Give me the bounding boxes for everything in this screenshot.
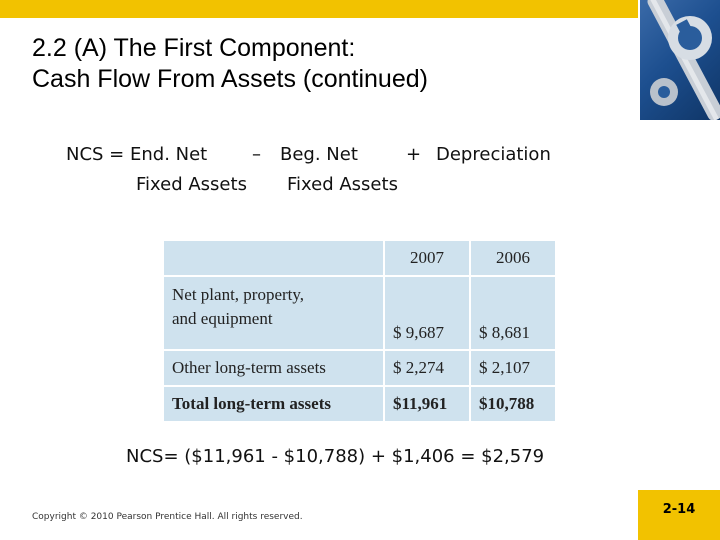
table-row: Other long-term assets $ 2,274 $ 2,107 [162, 349, 557, 387]
formula-beg-net: Beg. Net [280, 144, 358, 165]
year-header: 2006 [469, 239, 557, 277]
formula-depreciation: Depreciation [436, 144, 551, 165]
table-header-blank [162, 239, 385, 277]
long-term-assets-table: 2007 2006 Net plant, property, and equip… [162, 239, 557, 423]
title-line-1: 2.2 (A) The First Component: [32, 34, 356, 62]
title-line-2: Cash Flow From Assets (continued) [32, 65, 428, 93]
total-value: $11,961 [383, 385, 471, 423]
row-label: Other long-term assets [162, 349, 385, 387]
page-number-badge: 2-14 [638, 490, 720, 540]
table-total-row: Total long-term assets $11,961 $10,788 [162, 385, 557, 423]
formula-lhs: NCS = End. Net [66, 144, 208, 165]
copyright-notice: Copyright © 2010 Pearson Prentice Hall. … [32, 512, 303, 522]
formula-end-fixed-assets: Fixed Assets [136, 174, 247, 195]
slide-title: 2.2 (A) The First Component: Cash Flow F… [32, 33, 632, 95]
formula-minus: – [252, 144, 261, 165]
table-cell-value: $ 8,681 [469, 275, 557, 351]
row-label-line: Net plant, property, [172, 285, 305, 304]
total-value: $10,788 [469, 385, 557, 423]
table-cell-value: $ 2,107 [469, 349, 557, 387]
ncs-result: NCS= ($11,961 - $10,788) + $1,406 = $2,5… [126, 446, 545, 467]
table-row: Net plant, property, and equipment $ 9,6… [162, 275, 557, 351]
formula-beg-fixed-assets: Fixed Assets [287, 174, 398, 195]
table-cell-value: $ 9,687 [383, 275, 471, 351]
table-header-row: 2007 2006 [162, 239, 557, 277]
year-header: 2007 [383, 239, 471, 277]
formula-plus: + [406, 144, 422, 165]
top-accent-bar [0, 0, 638, 18]
wrench-icon [640, 0, 720, 120]
row-label: Net plant, property, and equipment [162, 275, 385, 351]
total-label: Total long-term assets [162, 385, 385, 423]
row-label-line: and equipment [172, 309, 273, 328]
table-cell-value: $ 2,274 [383, 349, 471, 387]
